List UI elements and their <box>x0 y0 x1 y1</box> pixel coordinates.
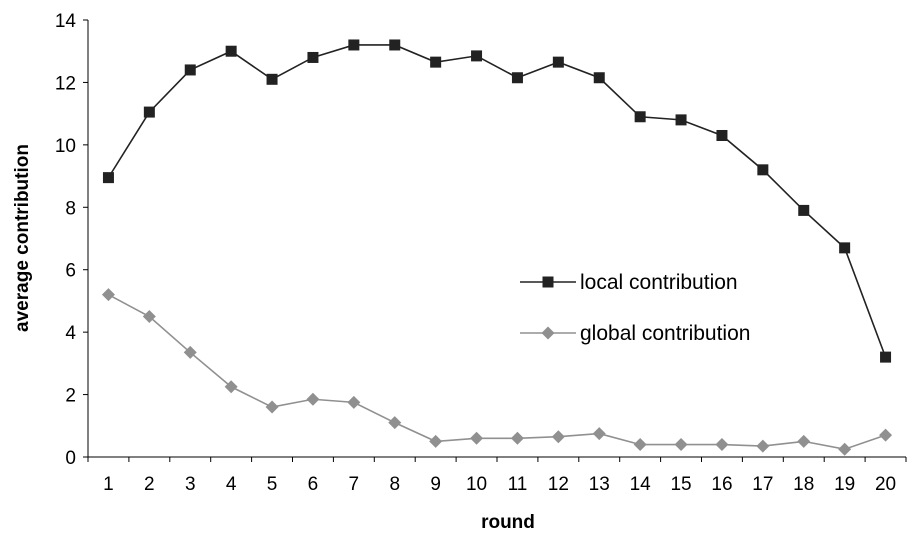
series-local-contribution <box>102 39 892 363</box>
x-tick-label: 6 <box>308 474 319 495</box>
y-axis-ticks: 0 2 4 6 8 10 12 14 <box>55 11 88 469</box>
x-tick-label: 19 <box>834 474 855 495</box>
y-tick-label: 4 <box>65 323 76 344</box>
x-tick-label: 5 <box>267 474 278 495</box>
local-contribution-point <box>675 114 687 126</box>
legend-label: global contribution <box>580 322 750 345</box>
global-contribution-point <box>592 427 606 441</box>
y-tick-label: 2 <box>65 386 76 407</box>
local-contribution-point <box>757 164 769 176</box>
x-axis-title: round <box>481 512 535 533</box>
local-contribution-point <box>839 242 851 254</box>
series-global-contribution <box>101 288 893 456</box>
global-contribution-point <box>224 380 238 394</box>
global-contribution-line <box>108 293 886 451</box>
global-contribution-point <box>797 434 811 448</box>
x-tick-label: 17 <box>752 474 773 495</box>
x-tick-label: 14 <box>630 474 652 495</box>
local-contribution-line <box>107 44 887 358</box>
global-contribution-point <box>347 395 361 409</box>
local-contribution-point <box>348 39 360 51</box>
global-contribution-point <box>470 431 484 445</box>
legend-marker <box>541 326 555 340</box>
local-contribution-point <box>389 39 401 51</box>
local-contribution-point <box>716 129 728 141</box>
global-contribution-point <box>429 434 443 448</box>
y-tick-label: 12 <box>55 73 76 94</box>
y-tick-label: 10 <box>55 136 76 157</box>
x-tick-label: 11 <box>508 474 528 495</box>
x-tick-label: 2 <box>144 474 155 495</box>
local-contribution-point <box>102 172 114 184</box>
x-axis-ticks: 1 2 3 4 5 6 7 8 9 10 11 12 13 14 15 16 17 18 19 20 <box>87 457 907 495</box>
legend-marker <box>542 276 554 288</box>
local-contribution-point <box>798 204 810 216</box>
local-contribution-point <box>511 72 523 84</box>
global-contribution-point <box>551 430 565 444</box>
global-contribution-point <box>306 392 320 406</box>
global-contribution-point <box>879 428 893 442</box>
x-tick-label: 9 <box>430 474 441 495</box>
local-contribution-point <box>307 51 319 63</box>
legend-label: local contribution <box>580 271 738 294</box>
local-contribution-point <box>471 50 483 62</box>
global-contribution-point <box>633 438 647 452</box>
local-contribution-point <box>184 64 196 76</box>
local-contribution-point <box>266 73 278 85</box>
axes <box>87 20 906 458</box>
local-contribution-point <box>143 106 155 118</box>
local-contribution-point <box>634 111 646 123</box>
local-contribution-point <box>552 56 564 68</box>
global-contribution-point <box>142 310 156 324</box>
x-tick-label: 7 <box>349 474 360 495</box>
x-tick-label: 16 <box>711 474 732 495</box>
global-contribution-point <box>756 439 770 453</box>
global-contribution-point <box>715 438 729 452</box>
legend-item-global-contribution: global contribution <box>520 322 750 345</box>
global-contribution-point <box>183 345 197 359</box>
y-axis-title: average contribution <box>12 144 33 332</box>
global-contribution-point <box>101 288 115 302</box>
local-contribution-point <box>880 351 892 363</box>
local-contribution-point <box>225 45 237 57</box>
y-tick-label: 6 <box>65 261 76 282</box>
x-tick-label: 3 <box>185 474 196 495</box>
local-contribution-point <box>430 56 442 68</box>
x-tick-label: 4 <box>226 474 237 495</box>
x-tick-label: 18 <box>793 474 814 495</box>
x-tick-label: 12 <box>548 474 569 495</box>
global-contribution-point <box>674 438 688 452</box>
y-tick-label: 8 <box>65 198 76 219</box>
global-contribution-point <box>388 416 402 430</box>
x-tick-label: 15 <box>670 474 691 495</box>
y-tick-label: 14 <box>55 11 77 32</box>
x-tick-label: 10 <box>466 474 487 495</box>
global-contribution-point <box>265 400 279 414</box>
x-tick-label: 1 <box>103 474 114 495</box>
y-tick-label: 0 <box>65 448 76 469</box>
series-layer <box>101 39 893 456</box>
legend-item-local-contribution: local contribution <box>520 271 738 294</box>
x-tick-label: 20 <box>875 474 896 495</box>
global-contribution-point <box>838 442 852 456</box>
global-contribution-point <box>510 431 524 445</box>
x-tick-label: 13 <box>589 474 610 495</box>
legend: local contribution global contribution <box>520 271 750 345</box>
x-tick-label: 8 <box>389 474 400 495</box>
local-contribution-point <box>593 72 605 84</box>
